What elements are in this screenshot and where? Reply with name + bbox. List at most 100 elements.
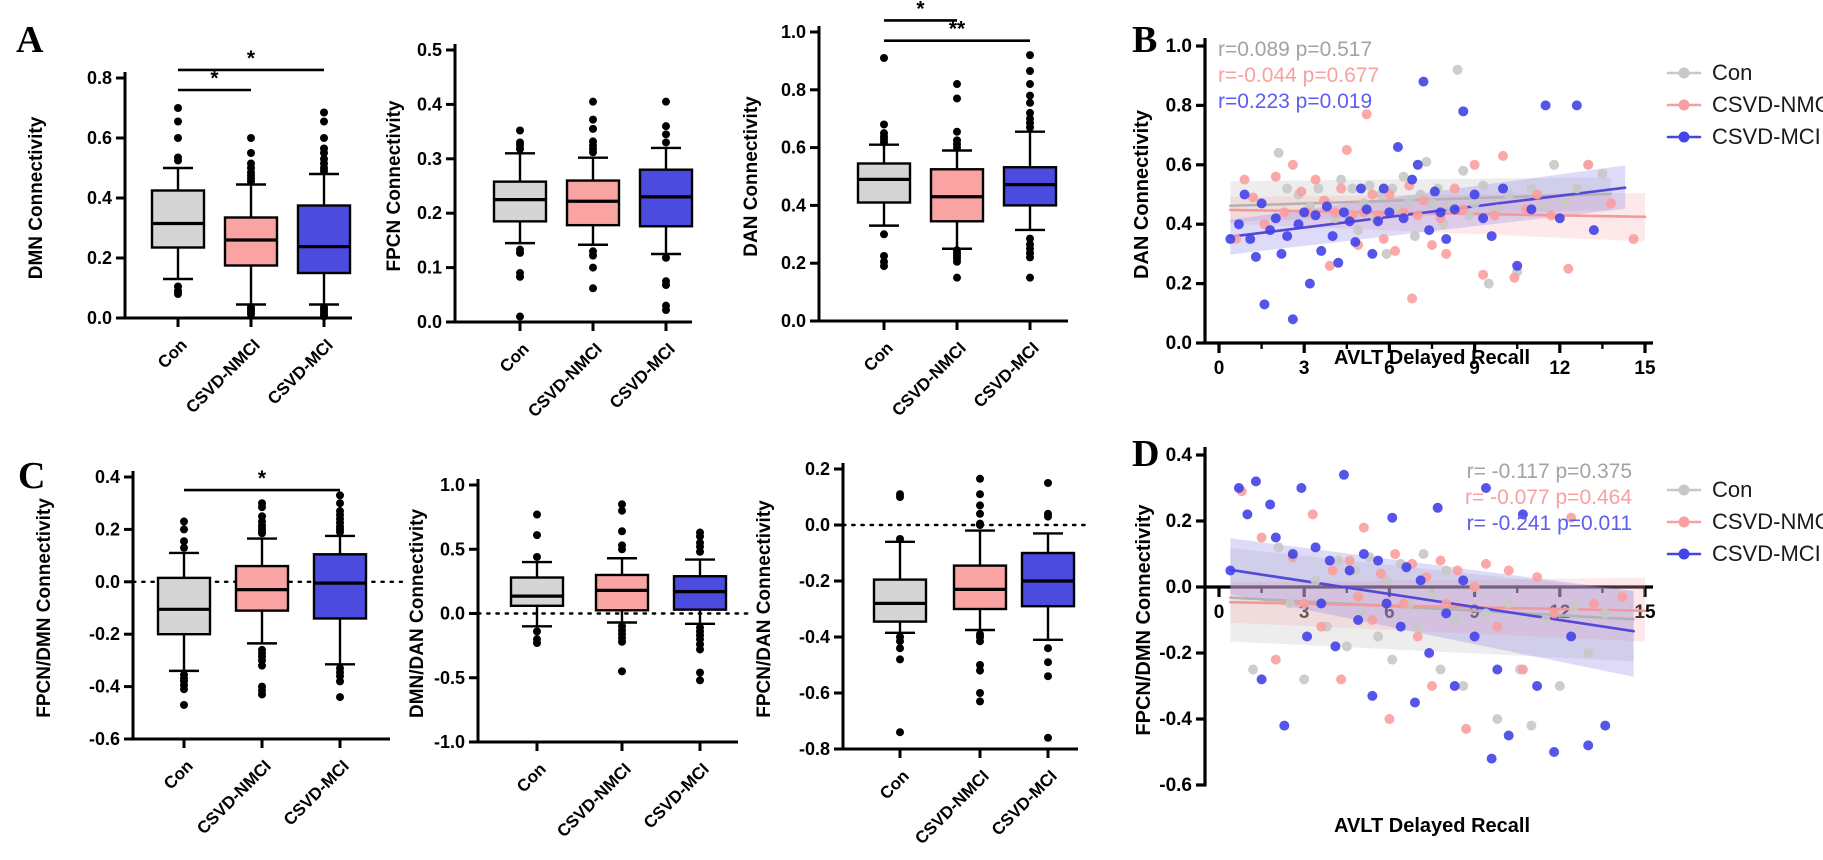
svg-text:0.0: 0.0 bbox=[805, 515, 830, 535]
svg-text:0.4: 0.4 bbox=[781, 195, 806, 215]
svg-text:6: 6 bbox=[1384, 358, 1395, 379]
svg-text:0.0: 0.0 bbox=[781, 311, 806, 331]
svg-text:FPCN/DMN Connectivity: FPCN/DMN Connectivity bbox=[1133, 504, 1155, 736]
svg-text:*: * bbox=[916, 0, 925, 20]
svg-text:-0.6: -0.6 bbox=[799, 683, 830, 703]
svg-text:CSVD-MCI: CSVD-MCI bbox=[1712, 124, 1821, 149]
svg-text:r= -0.077 p=0.464: r= -0.077 p=0.464 bbox=[1465, 486, 1632, 509]
panel-d-scatter-fpcndmn-avlt: -0.6 -0.4 -0.2 0.0 0.2 0.4 FPCN/DMN Connectivi… bbox=[1120, 388, 1823, 860]
svg-text:Con: Con bbox=[154, 335, 191, 372]
svg-text:0.8: 0.8 bbox=[781, 80, 806, 100]
svg-text:r=0.089 p=0.517: r=0.089 p=0.517 bbox=[1218, 38, 1372, 61]
panel-c-boxplot-fpcn-dan: -0.8 -0.6 -0.4 -0.2 0.0 0.2 FPCN/DAN Connectiv… bbox=[668, 388, 1092, 860]
svg-text:r= -0.241 p=0.011: r= -0.241 p=0.011 bbox=[1467, 512, 1632, 535]
svg-text:-0.4: -0.4 bbox=[89, 677, 120, 697]
svg-text:Con: Con bbox=[876, 766, 913, 803]
svg-text:15: 15 bbox=[1634, 358, 1656, 379]
svg-text:r=0.223 p=0.019: r=0.223 p=0.019 bbox=[1218, 90, 1372, 113]
panel-c-boxplot-fpcn-dmn: -0.6 -0.4 -0.2 0.0 0.2 0.4 FPCN/DMN Connectivi… bbox=[8, 388, 404, 860]
svg-text:-0.5: -0.5 bbox=[434, 668, 465, 688]
svg-text:0.1: 0.1 bbox=[417, 258, 442, 278]
svg-text:-0.4: -0.4 bbox=[1159, 709, 1192, 730]
svg-text:r= -0.117 p=0.375: r= -0.117 p=0.375 bbox=[1467, 460, 1632, 483]
svg-text:0.2: 0.2 bbox=[805, 459, 830, 479]
svg-text:6: 6 bbox=[1384, 602, 1395, 623]
svg-text:0.5: 0.5 bbox=[417, 40, 442, 60]
svg-text:*: * bbox=[258, 467, 267, 490]
svg-text:Con: Con bbox=[1712, 477, 1752, 502]
svg-text:Con: Con bbox=[1712, 60, 1752, 85]
svg-text:D: D bbox=[1132, 433, 1159, 475]
svg-text:0.4: 0.4 bbox=[87, 188, 112, 208]
svg-text:CSVD-MCI: CSVD-MCI bbox=[1712, 541, 1821, 566]
svg-text:Con: Con bbox=[496, 339, 533, 376]
panel-b-scatter-dan-avlt: 0.0 0.2 0.4 0.6 0.8 1.0 DAN Connectivity 0 3 6 9 12… bbox=[1120, 2, 1823, 382]
svg-text:C: C bbox=[18, 455, 45, 497]
svg-text:DAN Connectivity: DAN Connectivity bbox=[1131, 109, 1153, 279]
svg-text:AVLT Delayed Recall: AVLT Delayed Recall bbox=[1334, 347, 1530, 369]
svg-text:B: B bbox=[1132, 19, 1157, 61]
svg-text:0: 0 bbox=[1214, 358, 1225, 379]
svg-text:*: * bbox=[210, 67, 219, 90]
svg-text:-1.0: -1.0 bbox=[434, 732, 465, 752]
svg-text:DMN/DAN Connectivity: DMN/DAN Connectivity bbox=[407, 509, 428, 718]
svg-text:0.0: 0.0 bbox=[1166, 577, 1192, 598]
svg-text:DAN Connectivity: DAN Connectivity bbox=[741, 96, 762, 257]
svg-text:0.0: 0.0 bbox=[417, 312, 442, 332]
svg-text:0.0: 0.0 bbox=[95, 572, 120, 592]
svg-text:CSVD-NMCI: CSVD-NMCI bbox=[1712, 509, 1823, 534]
svg-text:0.2: 0.2 bbox=[1166, 274, 1192, 295]
svg-text:0: 0 bbox=[1214, 602, 1225, 623]
svg-text:AVLT Delayed Recall: AVLT Delayed Recall bbox=[1334, 815, 1530, 837]
svg-text:0.2: 0.2 bbox=[87, 248, 112, 268]
svg-text:0.6: 0.6 bbox=[1166, 155, 1192, 176]
svg-text:0.4: 0.4 bbox=[95, 467, 120, 487]
svg-text:FPCN Connectivity: FPCN Connectivity bbox=[384, 100, 405, 271]
svg-text:0.0: 0.0 bbox=[1166, 333, 1192, 354]
svg-text:0.0: 0.0 bbox=[440, 604, 465, 624]
panel-a-boxplot-dan: 0.0 0.2 0.4 0.6 0.8 1.0 DAN Connectivity Con CSV… bbox=[668, 0, 1068, 420]
svg-text:0.2: 0.2 bbox=[781, 253, 806, 273]
svg-text:-0.6: -0.6 bbox=[1159, 775, 1192, 796]
svg-text:0.2: 0.2 bbox=[1166, 511, 1192, 532]
svg-text:FPCN/DAN Connectivity: FPCN/DAN Connectivity bbox=[754, 500, 775, 718]
svg-text:3: 3 bbox=[1299, 602, 1310, 623]
svg-text:CSVD-NMCI: CSVD-NMCI bbox=[911, 766, 993, 848]
svg-text:*: * bbox=[247, 47, 256, 70]
svg-text:A: A bbox=[16, 19, 44, 61]
svg-text:-0.2: -0.2 bbox=[1159, 643, 1192, 664]
svg-text:Con: Con bbox=[860, 338, 897, 375]
svg-text:**: ** bbox=[949, 18, 966, 41]
svg-text:0.2: 0.2 bbox=[95, 519, 120, 539]
svg-text:CSVD-MCI: CSVD-MCI bbox=[988, 766, 1061, 839]
svg-text:Con: Con bbox=[160, 756, 197, 793]
svg-text:DMN Connectivity: DMN Connectivity bbox=[26, 116, 47, 279]
svg-text:Con: Con bbox=[513, 759, 550, 796]
svg-text:0.2: 0.2 bbox=[417, 203, 442, 223]
svg-text:3: 3 bbox=[1299, 358, 1310, 379]
svg-text:1.0: 1.0 bbox=[781, 22, 806, 42]
svg-text:r=-0.044 p=0.677: r=-0.044 p=0.677 bbox=[1218, 64, 1379, 87]
svg-text:CSVD-NMCI: CSVD-NMCI bbox=[193, 756, 275, 838]
svg-text:0.4: 0.4 bbox=[1166, 214, 1193, 235]
svg-text:0.0: 0.0 bbox=[87, 308, 112, 328]
svg-text:12: 12 bbox=[1549, 358, 1570, 379]
svg-text:0.8: 0.8 bbox=[1166, 95, 1192, 116]
svg-text:0.6: 0.6 bbox=[87, 128, 112, 148]
svg-text:0.4: 0.4 bbox=[417, 94, 442, 114]
svg-text:0.6: 0.6 bbox=[781, 138, 806, 158]
svg-text:CSVD-NMCI: CSVD-NMCI bbox=[553, 759, 635, 841]
svg-text:-0.4: -0.4 bbox=[799, 627, 830, 647]
svg-text:1.0: 1.0 bbox=[440, 475, 465, 495]
svg-text:0.8: 0.8 bbox=[87, 68, 112, 88]
svg-text:0.5: 0.5 bbox=[440, 539, 465, 559]
svg-text:9: 9 bbox=[1469, 358, 1480, 379]
svg-text:1.0: 1.0 bbox=[1166, 36, 1192, 57]
panel-a-boxplot-fpcn: 0.0 0.1 0.2 0.3 0.4 0.5 FPCN Connectivity Con CS… bbox=[338, 4, 694, 421]
svg-text:-0.2: -0.2 bbox=[799, 571, 830, 591]
svg-text:CSVD-NMCI: CSVD-NMCI bbox=[1712, 92, 1823, 117]
svg-text:9: 9 bbox=[1469, 602, 1480, 623]
svg-text:15: 15 bbox=[1634, 602, 1656, 623]
svg-text:-0.6: -0.6 bbox=[89, 729, 120, 749]
